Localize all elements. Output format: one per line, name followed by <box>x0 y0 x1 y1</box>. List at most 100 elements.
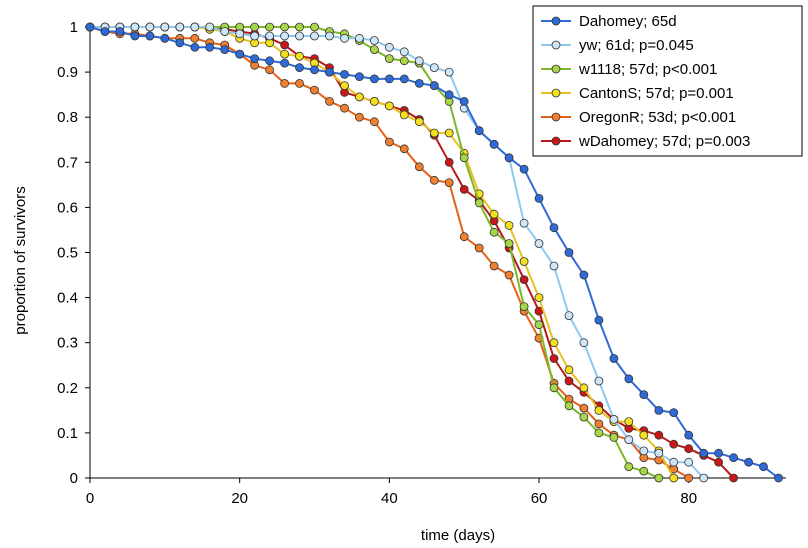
data-point <box>429 81 439 90</box>
data-point <box>459 232 469 242</box>
data-point <box>459 184 469 194</box>
data-point <box>624 462 634 472</box>
data-point <box>474 243 484 253</box>
data-point <box>115 27 125 36</box>
data-point <box>444 178 454 188</box>
data-point <box>369 117 379 127</box>
data-point <box>295 22 304 32</box>
data-point <box>504 220 514 230</box>
data-point <box>714 448 723 458</box>
data-point <box>205 42 215 52</box>
data-point <box>519 218 529 228</box>
y-tick-label: 0.2 <box>57 380 78 397</box>
data-point <box>564 248 574 257</box>
data-point <box>265 56 275 66</box>
data-point <box>669 473 679 483</box>
data-point <box>384 74 394 84</box>
data-point <box>340 103 349 113</box>
data-point <box>369 74 379 84</box>
data-point <box>534 320 544 330</box>
series-1 <box>85 22 783 483</box>
data-point <box>489 139 499 149</box>
data-point <box>160 22 170 32</box>
data-point <box>130 31 140 41</box>
data-point <box>295 79 304 88</box>
data-point <box>489 261 499 271</box>
data-point <box>354 33 364 43</box>
data-point <box>265 22 275 32</box>
data-point <box>235 49 245 59</box>
data-point <box>340 33 349 43</box>
data-point <box>504 270 514 280</box>
data-point <box>414 56 424 66</box>
legend-swatch-marker <box>551 64 561 74</box>
data-point <box>280 79 290 88</box>
data-point <box>295 51 304 61</box>
data-point <box>489 227 499 237</box>
data-point <box>609 414 619 424</box>
y-tick-label: 0 <box>70 470 78 487</box>
data-point <box>265 31 275 41</box>
data-point <box>564 311 574 321</box>
data-point <box>534 193 544 203</box>
data-point <box>459 153 469 163</box>
y-tick-label: 0.3 <box>57 335 78 352</box>
series-layer <box>85 22 783 483</box>
data-point <box>340 70 349 79</box>
data-point <box>534 239 544 248</box>
legend-swatch-marker <box>551 40 561 50</box>
data-point <box>354 112 364 122</box>
data-point <box>265 65 275 75</box>
data-point <box>205 22 215 32</box>
data-point <box>519 302 529 312</box>
data-point <box>474 126 484 136</box>
legend-swatch-marker <box>551 112 561 122</box>
y-tick-label: 0.4 <box>57 290 78 307</box>
data-point <box>354 72 364 81</box>
legend-entry: yw; 61d; p=0.045 <box>541 37 694 54</box>
data-point <box>145 22 155 32</box>
data-point <box>325 97 334 106</box>
data-point <box>654 473 664 483</box>
legend-swatch-marker <box>551 88 561 98</box>
data-point <box>564 401 574 411</box>
data-point <box>519 257 529 266</box>
data-point <box>414 117 424 127</box>
legend-entry: OregonR; 53d; p<0.001 <box>541 109 736 126</box>
data-point <box>399 47 409 57</box>
data-point <box>549 354 559 363</box>
data-point <box>444 128 454 138</box>
legend-entry: CantonS; 57d; p=0.001 <box>541 85 734 102</box>
data-point <box>369 36 379 45</box>
data-point <box>429 175 439 185</box>
data-point <box>295 63 304 72</box>
data-point <box>639 430 649 440</box>
data-point <box>310 85 319 95</box>
data-point <box>729 453 738 463</box>
data-point <box>579 412 589 422</box>
data-point <box>250 22 260 32</box>
y-tick-label: 0.8 <box>57 109 78 126</box>
data-point <box>549 223 559 233</box>
data-point <box>699 473 709 483</box>
data-point <box>519 275 529 285</box>
y-tick-label: 0.9 <box>57 64 78 81</box>
data-point <box>354 92 364 102</box>
data-point <box>100 27 110 36</box>
data-point <box>369 97 379 106</box>
data-point <box>444 90 454 100</box>
data-point <box>399 74 409 84</box>
data-point <box>325 31 334 41</box>
data-point <box>325 67 334 77</box>
legend-swatch-marker <box>551 136 561 146</box>
data-point <box>594 405 604 415</box>
legend-label: CantonS; 57d; p=0.001 <box>579 85 734 102</box>
data-point <box>669 457 679 467</box>
axes: 0 0.1 0.2 0.3 0.4 0.5 0.6 0.7 0.8 0.9 1 0 20 40 60 80 <box>57 19 786 507</box>
x-axis-title: time (days) <box>421 527 495 544</box>
data-point <box>594 428 604 438</box>
legend: Dahomey; 65d yw; 61d; p=0.045 w1118; 57d; … <box>532 5 803 157</box>
data-point <box>579 403 589 413</box>
data-point <box>384 101 394 111</box>
